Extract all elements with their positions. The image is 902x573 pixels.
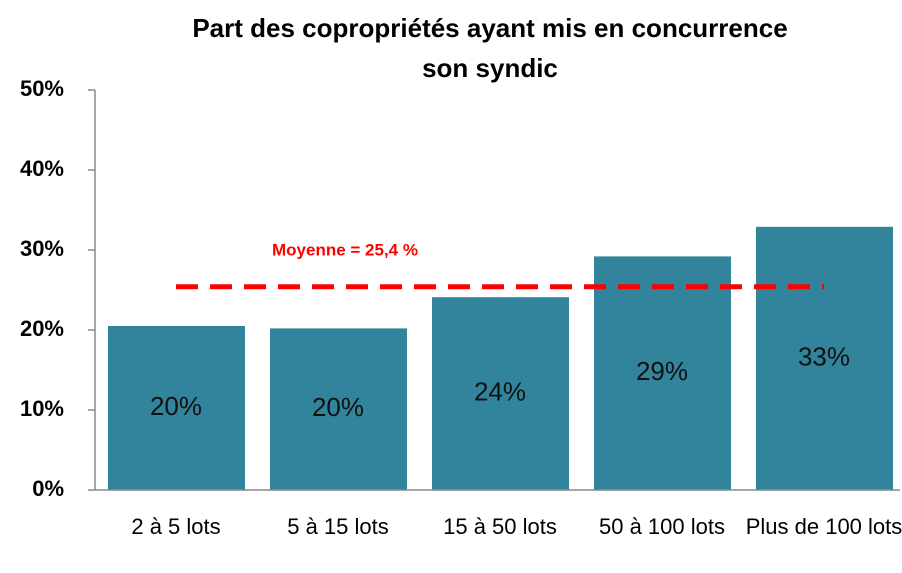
bar bbox=[108, 326, 245, 490]
y-tick-label: 0% bbox=[32, 476, 64, 501]
y-tick-label: 30% bbox=[20, 236, 64, 261]
bar bbox=[756, 226, 893, 491]
y-tick-label: 40% bbox=[20, 156, 64, 181]
y-tick-label: 20% bbox=[20, 316, 64, 341]
x-tick-label: 5 à 15 lots bbox=[287, 514, 389, 539]
x-tick-label: 15 à 50 lots bbox=[443, 514, 557, 539]
x-tick-label: 2 à 5 lots bbox=[131, 514, 221, 539]
x-tick-label: Plus de 100 lots bbox=[745, 514, 902, 539]
mean-label: Moyenne = 25,4 % bbox=[272, 240, 418, 259]
value-label: 24% bbox=[474, 376, 526, 406]
y-tick-label: 50% bbox=[20, 76, 64, 101]
bar bbox=[432, 297, 569, 490]
value-label: 20% bbox=[312, 392, 364, 422]
x-tick-label: 50 à 100 lots bbox=[599, 514, 725, 539]
y-tick-label: 10% bbox=[20, 396, 64, 421]
value-label: 29% bbox=[636, 356, 688, 386]
chart-title: Part des copropriétés ayant mis en concu… bbox=[192, 13, 787, 43]
value-label: 33% bbox=[798, 341, 850, 371]
chart-title: son syndic bbox=[422, 53, 558, 83]
bar bbox=[270, 328, 407, 490]
bar bbox=[594, 256, 731, 490]
value-label: 20% bbox=[150, 391, 202, 421]
